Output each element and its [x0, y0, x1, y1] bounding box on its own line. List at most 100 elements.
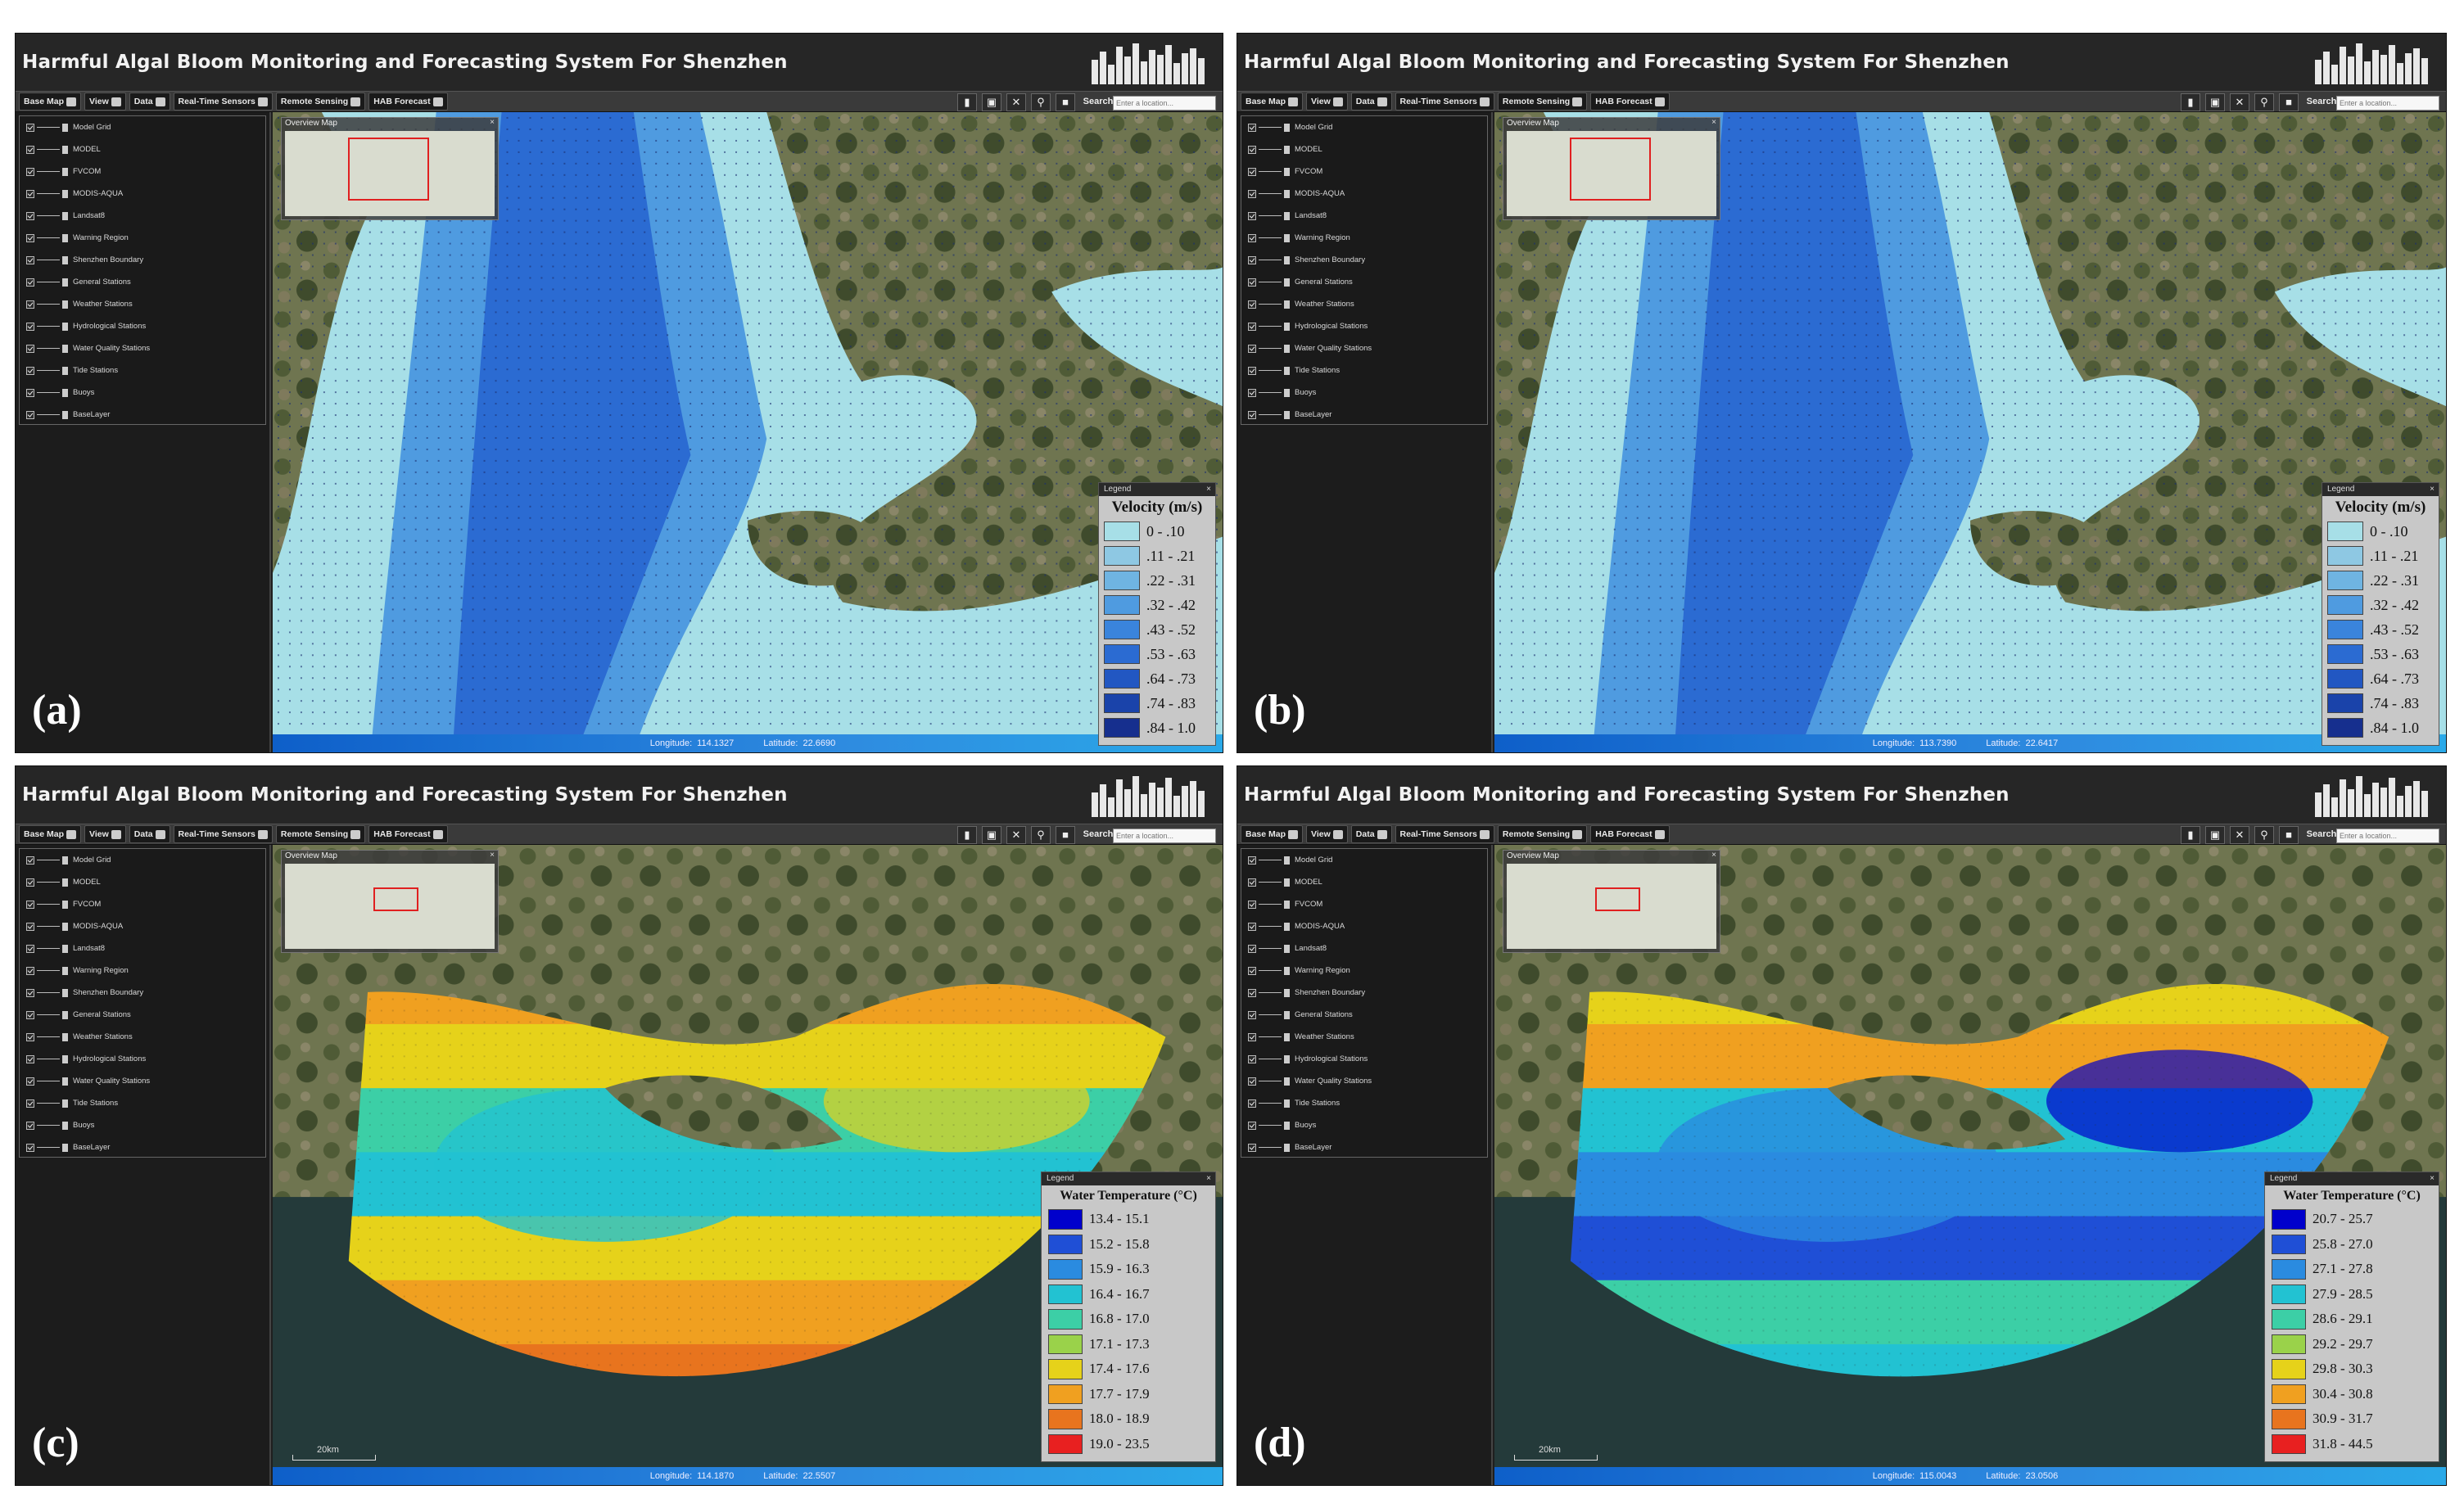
layer-item[interactable]: FVCOM: [1241, 893, 1487, 915]
layer-item[interactable]: Water Quality Stations: [1241, 1070, 1487, 1092]
stop-icon[interactable]: ■: [1056, 93, 1075, 111]
layer-item[interactable]: Weather Stations: [1241, 293, 1487, 315]
layer-checkbox[interactable]: [1248, 966, 1256, 975]
legend-panel[interactable]: Legend × Water Temperature (°C) 20.7 - 25.7…: [2264, 1172, 2439, 1462]
layer-checkbox[interactable]: [26, 966, 34, 975]
toolbar-button-base-map[interactable]: Base Map: [1241, 93, 1304, 111]
layer-item[interactable]: MODIS-AQUA: [20, 183, 265, 205]
layer-checkbox[interactable]: [1248, 388, 1256, 397]
layer-item[interactable]: BaseLayer: [1241, 1136, 1487, 1158]
layer-checkbox[interactable]: [26, 1121, 34, 1130]
layer-checkbox[interactable]: [26, 856, 34, 865]
toolbar-button-data[interactable]: Data: [1350, 825, 1392, 843]
layer-item[interactable]: Tide Stations: [1241, 1092, 1487, 1114]
map-canvas[interactable]: [273, 112, 1223, 752]
layer-checkbox[interactable]: [1248, 988, 1256, 997]
layer-checkbox[interactable]: [26, 255, 34, 264]
camera-icon[interactable]: ▣: [2205, 826, 2225, 844]
tools-icon[interactable]: ✕: [2230, 93, 2249, 111]
layer-item[interactable]: Buoys: [20, 1114, 265, 1136]
layer-item[interactable]: Tide Stations: [1241, 359, 1487, 382]
layer-checkbox[interactable]: [1248, 145, 1256, 154]
layer-item[interactable]: Landsat8: [20, 205, 265, 227]
stop-icon[interactable]: ■: [2279, 93, 2299, 111]
overview-map[interactable]: Overview Map ×: [281, 117, 499, 220]
layer-item[interactable]: MODEL: [20, 138, 265, 160]
layer-item[interactable]: Buoys: [1241, 382, 1487, 404]
toolbar-button-view[interactable]: View: [84, 825, 126, 843]
layer-item[interactable]: FVCOM: [1241, 160, 1487, 183]
layer-item[interactable]: Hydrological Stations: [1241, 1048, 1487, 1070]
layer-checkbox[interactable]: [1248, 1143, 1256, 1152]
layer-checkbox[interactable]: [26, 322, 34, 331]
layer-item[interactable]: Hydrological Stations: [1241, 315, 1487, 337]
layer-item[interactable]: FVCOM: [20, 160, 265, 183]
layer-item[interactable]: Model Grid: [20, 849, 265, 871]
zoom-icon[interactable]: ⚲: [2254, 826, 2274, 844]
layer-item[interactable]: General Stations: [20, 1004, 265, 1026]
toolbar-button-hab-forecast[interactable]: HAB Forecast: [1590, 93, 1670, 111]
layer-item[interactable]: Water Quality Stations: [1241, 337, 1487, 359]
layer-checkbox[interactable]: [26, 123, 34, 132]
layer-item[interactable]: Weather Stations: [1241, 1026, 1487, 1048]
layer-item[interactable]: Model Grid: [20, 116, 265, 138]
toolbar-button-base-map[interactable]: Base Map: [19, 825, 82, 843]
layer-checkbox[interactable]: [1248, 1099, 1256, 1108]
layer-checkbox[interactable]: [26, 278, 34, 287]
layer-item[interactable]: MODIS-AQUA: [1241, 183, 1487, 205]
toolbar-button-data[interactable]: Data: [129, 825, 170, 843]
layer-item[interactable]: Buoys: [1241, 1114, 1487, 1136]
layer-item[interactable]: BaseLayer: [20, 1136, 265, 1158]
toolbar-button-hab-forecast[interactable]: HAB Forecast: [368, 93, 448, 111]
overview-map[interactable]: Overview Map ×: [281, 850, 499, 953]
layer-checkbox[interactable]: [1248, 233, 1256, 242]
layer-item[interactable]: Landsat8: [20, 937, 265, 959]
toolbar-button-data[interactable]: Data: [129, 93, 170, 111]
toolbar-button-hab-forecast[interactable]: HAB Forecast: [368, 825, 448, 843]
camera-icon[interactable]: ▣: [982, 93, 1001, 111]
layer-checkbox[interactable]: [26, 300, 34, 309]
layer-checkbox[interactable]: [1248, 211, 1256, 220]
zoom-icon[interactable]: ⚲: [1031, 93, 1051, 111]
toolbar-button-real-time-sensors[interactable]: Real-Time Sensors: [173, 93, 273, 111]
layer-item[interactable]: Water Quality Stations: [20, 1070, 265, 1092]
overview-map[interactable]: Overview Map ×: [1503, 117, 1720, 220]
layer-checkbox[interactable]: [26, 211, 34, 220]
layer-item[interactable]: MODEL: [20, 871, 265, 893]
layer-item[interactable]: Shenzhen Boundary: [20, 982, 265, 1004]
search-input[interactable]: [1113, 96, 1216, 111]
layer-checkbox[interactable]: [1248, 344, 1256, 353]
layer-checkbox[interactable]: [1248, 278, 1256, 287]
search-input[interactable]: [2336, 828, 2439, 843]
layer-checkbox[interactable]: [1248, 366, 1256, 375]
layer-item[interactable]: Warning Region: [20, 959, 265, 982]
layer-item[interactable]: General Stations: [1241, 1004, 1487, 1026]
close-icon[interactable]: ×: [1206, 485, 1211, 494]
layer-item[interactable]: Hydrological Stations: [20, 1048, 265, 1070]
layer-item[interactable]: Buoys: [20, 382, 265, 404]
layer-checkbox[interactable]: [1248, 900, 1256, 909]
map-view[interactable]: Overview Map × Longitude: 114.1327 Latitude:…: [273, 112, 1223, 752]
toolbar-button-real-time-sensors[interactable]: Real-Time Sensors: [173, 825, 273, 843]
toolbar-button-base-map[interactable]: Base Map: [1241, 825, 1304, 843]
layer-checkbox[interactable]: [1248, 167, 1256, 176]
layer-item[interactable]: Warning Region: [1241, 227, 1487, 249]
layer-checkbox[interactable]: [26, 366, 34, 375]
layer-checkbox[interactable]: [1248, 123, 1256, 132]
layer-checkbox[interactable]: [26, 233, 34, 242]
layer-checkbox[interactable]: [1248, 322, 1256, 331]
legend-panel[interactable]: Legend × Velocity (m/s) 0 - .10 .11 - .21 .22…: [2322, 482, 2439, 746]
chart-icon[interactable]: ▮: [957, 93, 977, 111]
legend-panel[interactable]: Legend × Water Temperature (°C) 13.4 - 15.1…: [1041, 1172, 1216, 1462]
close-icon[interactable]: ×: [1711, 118, 1716, 127]
layer-item[interactable]: Model Grid: [1241, 849, 1487, 871]
layer-checkbox[interactable]: [26, 410, 34, 419]
map-view[interactable]: Overview Map × Longitude: 113.7390 Latitude:…: [1494, 112, 2446, 752]
layer-item[interactable]: FVCOM: [20, 893, 265, 915]
toolbar-button-base-map[interactable]: Base Map: [19, 93, 82, 111]
layer-checkbox[interactable]: [1248, 410, 1256, 419]
toolbar-button-remote-sensing[interactable]: Remote Sensing: [1497, 93, 1588, 111]
chart-icon[interactable]: ▮: [2181, 826, 2200, 844]
layer-item[interactable]: MODIS-AQUA: [20, 915, 265, 937]
stop-icon[interactable]: ■: [2279, 826, 2299, 844]
